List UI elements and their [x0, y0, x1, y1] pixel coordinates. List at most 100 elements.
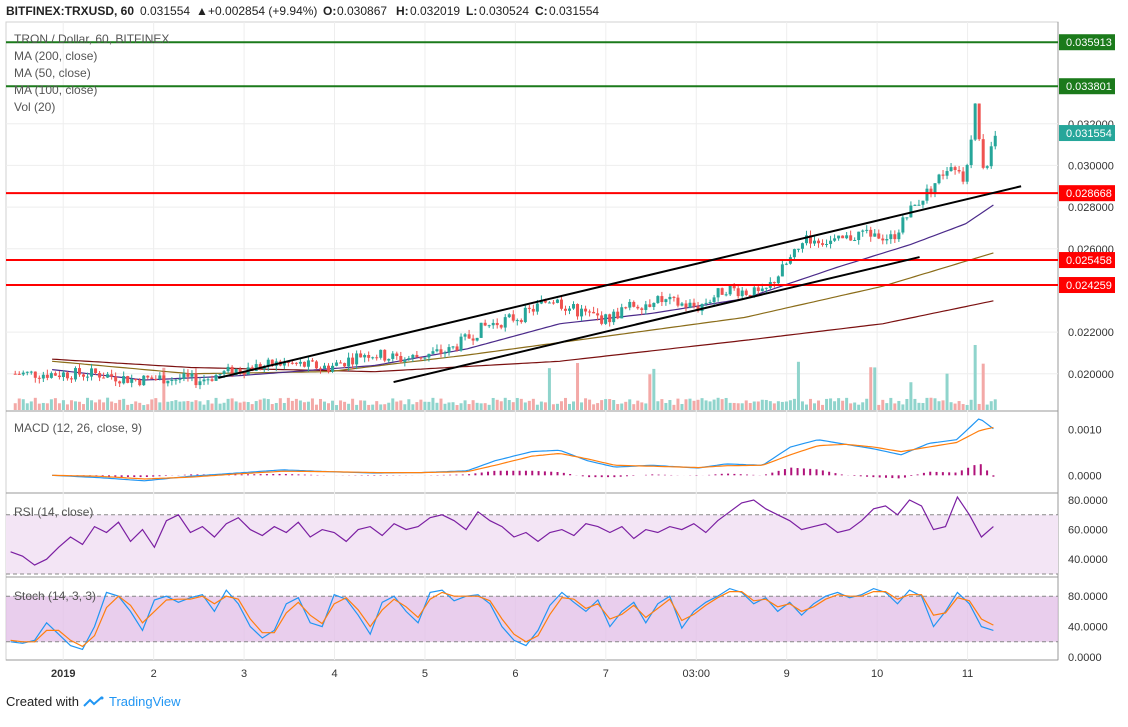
volume-bar [937, 401, 941, 410]
candle-body [383, 349, 387, 361]
volume-bar [588, 399, 592, 410]
stoch-d-line [10, 590, 994, 648]
candle-body [825, 244, 829, 246]
volume-bar [708, 401, 712, 410]
volume-bar [559, 401, 563, 410]
candle-body [527, 307, 531, 309]
low-value: 0.030524 [479, 4, 529, 18]
time-tick-label: 3 [241, 668, 247, 680]
volume-bar [788, 400, 792, 410]
volume-bar [829, 398, 833, 410]
volume-bar [69, 400, 73, 410]
candle-body [435, 349, 439, 352]
candle-body [547, 302, 551, 304]
volume-bar [130, 403, 134, 410]
volume-bar [644, 403, 648, 410]
candle-body [628, 301, 632, 308]
candle-body [343, 363, 347, 367]
candle-body [744, 290, 748, 295]
candle-body [186, 373, 190, 377]
volume-bar [608, 399, 612, 410]
candle-body [620, 307, 624, 319]
candle-body [539, 300, 543, 304]
candle-body [399, 355, 403, 362]
candle-body [290, 362, 294, 364]
time-tick-label: 9 [784, 668, 790, 680]
price-tick-label: 0.020000 [1068, 369, 1114, 381]
legend-ma50[interactable]: MA (50, close) [14, 66, 91, 80]
volume-bar [616, 404, 620, 410]
volume-bar [174, 400, 178, 410]
volume-bar [592, 404, 596, 410]
price-tag-label: 0.035913 [1066, 37, 1112, 49]
candle-body [106, 374, 110, 378]
legend-ma100[interactable]: MA (100, close) [14, 83, 97, 97]
volume-bar [407, 399, 411, 410]
candle-body [33, 371, 37, 378]
candle-body [415, 354, 419, 358]
volume-bar [403, 404, 407, 410]
volume-bar [395, 401, 399, 410]
volume-bar [696, 399, 700, 410]
candle-body [45, 374, 49, 378]
volume-bar [632, 404, 636, 410]
volume-bar [459, 403, 463, 410]
volume-bar [969, 399, 973, 410]
candle-body [487, 325, 491, 327]
stoch-tick-label: 80.0000 [1068, 591, 1108, 603]
time-tick-label: 10 [871, 668, 883, 680]
stoch-label[interactable]: Stoch (14, 3, 3) [14, 589, 96, 603]
candle-body [905, 217, 909, 219]
macd-label[interactable]: MACD (12, 26, close, 9) [14, 421, 142, 435]
candle-body [861, 230, 865, 232]
candle-body [222, 371, 226, 375]
rsi-label[interactable]: RSI (14, close) [14, 505, 93, 519]
volume-bar [86, 397, 90, 410]
volume-bar [945, 373, 949, 410]
volume-bar [776, 401, 780, 410]
rsi-tick-label: 40.0000 [1068, 554, 1108, 566]
volume-bar [475, 402, 479, 410]
candle-body [37, 377, 41, 379]
volume-bar [367, 404, 371, 410]
candle-body [700, 303, 704, 312]
volume-bar [226, 398, 230, 410]
macd-tick-label: 0.0010 [1068, 425, 1102, 437]
candle-body [82, 374, 86, 377]
volume-bar [720, 399, 724, 410]
volume-bar [242, 401, 246, 410]
open-value: 0.030867 [337, 4, 387, 18]
volume-bar [941, 400, 945, 410]
candle-body [41, 374, 45, 379]
candle-body [443, 352, 447, 354]
volume-bar [294, 398, 298, 410]
volume-bar [768, 401, 772, 410]
legend-ma200[interactable]: MA (200, close) [14, 49, 97, 63]
candle-body [322, 365, 326, 369]
candle-body [965, 165, 969, 182]
volume-bar [897, 400, 901, 410]
candle-body [371, 357, 375, 359]
candle-body [821, 243, 825, 245]
candle-body [431, 351, 435, 354]
footer-brand[interactable]: TradingView [108, 694, 181, 709]
volume-bar [218, 403, 222, 410]
volume-bar [756, 401, 760, 410]
signal-line [52, 426, 994, 480]
candle-body [94, 368, 98, 374]
volume-bar [519, 398, 523, 410]
candle-body [792, 249, 796, 258]
candle-body [13, 373, 17, 375]
legend-symbol[interactable]: TRON / Dollar, 60, BITFINEX [14, 32, 169, 46]
volume-bar [764, 399, 768, 410]
volume-bar [134, 401, 138, 410]
volume-bar [523, 402, 527, 410]
price-tag-label: 0.031554 [1066, 128, 1112, 140]
volume-bar [258, 399, 262, 410]
volume-bar [170, 401, 174, 410]
legend-volume[interactable]: Vol (20) [14, 100, 55, 114]
candle-body [367, 355, 371, 358]
volume-bar [780, 401, 784, 410]
volume-bar [841, 400, 845, 410]
candle-body [427, 353, 431, 358]
